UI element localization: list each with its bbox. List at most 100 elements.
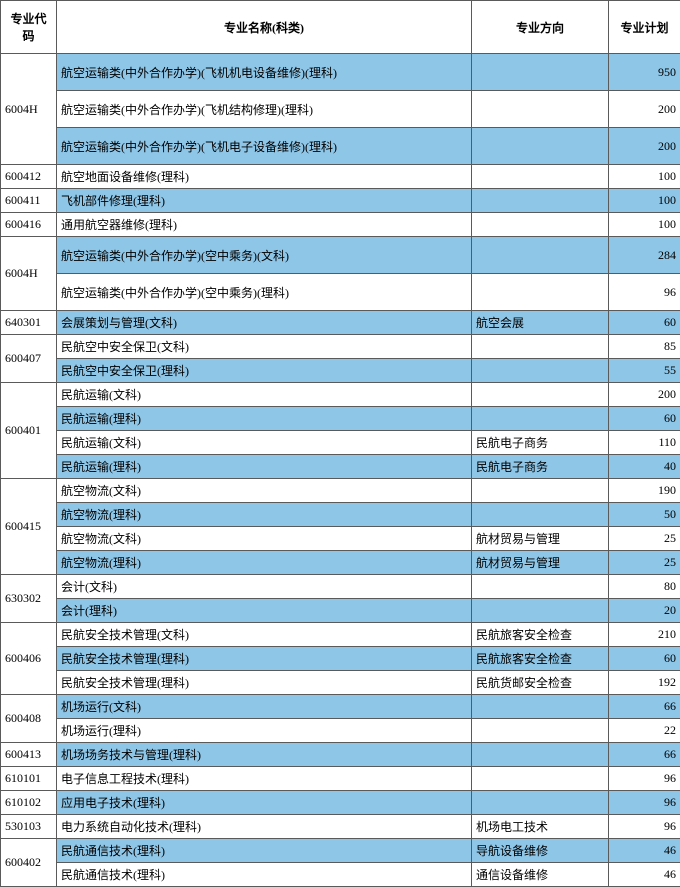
cell-name: 航空运输类(中外合作办学)(空中乘务)(理科) [57,274,472,311]
cell-name: 航空物流(理科) [57,551,472,575]
cell-direction [472,359,609,383]
table-row: 630302会计(文科)80 [1,575,680,599]
cell-plan: 25 [609,551,680,575]
table-row: 600408机场运行(文科)66 [1,695,680,719]
cell-code: 600402 [1,839,57,887]
cell-code: 600406 [1,623,57,695]
cell-direction: 民航电子商务 [472,455,609,479]
table-row: 600412航空地面设备维修(理科)100 [1,165,680,189]
cell-code: 600411 [1,189,57,213]
table-row: 机场运行(理科)22 [1,719,680,743]
cell-plan: 60 [609,647,680,671]
cell-direction: 民航旅客安全检查 [472,623,609,647]
cell-plan: 60 [609,311,680,335]
cell-plan: 96 [609,767,680,791]
cell-plan: 190 [609,479,680,503]
cell-direction: 民航货邮安全检查 [472,671,609,695]
table-row: 民航安全技术管理(理科)民航货邮安全检查192 [1,671,680,695]
cell-plan: 60 [609,407,680,431]
table-row: 610102应用电子技术(理科)96 [1,791,680,815]
table-row: 600415航空物流(文科)190 [1,479,680,503]
table-row: 航空运输类(中外合作办学)(飞机结构修理)(理科) 200 [1,91,680,128]
cell-code: 600415 [1,479,57,575]
cell-plan: 85 [609,335,680,359]
table-row: 航空运输类(中外合作办学)(飞机电子设备维修)(理科)200 [1,128,680,165]
cell-direction: 民航电子商务 [472,431,609,455]
cell-direction [472,274,609,311]
cell-plan: 100 [609,189,680,213]
cell-name: 民航运输(理科) [57,407,472,431]
table-row: 会计(理科)20 [1,599,680,623]
cell-name: 民航安全技术管理(文科) [57,623,472,647]
cell-plan: 284 [609,237,680,274]
cell-name: 机场运行(理科) [57,719,472,743]
cell-name: 飞机部件修理(理科) [57,189,472,213]
cell-plan: 200 [609,91,680,128]
cell-name: 民航空中安全保卫(理科) [57,359,472,383]
cell-direction: 通信设备维修 [472,863,609,887]
cell-direction [472,479,609,503]
cell-direction: 航空会展 [472,311,609,335]
table-row: 航空物流(理科)航材贸易与管理25 [1,551,680,575]
cell-plan: 96 [609,791,680,815]
cell-direction [472,237,609,274]
cell-direction [472,719,609,743]
header-name: 专业名称(科类) [57,1,472,54]
cell-name: 机场场务技术与管理(理科) [57,743,472,767]
table-row: 民航运输(文科)民航电子商务110 [1,431,680,455]
cell-plan: 950 [609,54,680,91]
cell-code: 600413 [1,743,57,767]
cell-code: 600401 [1,383,57,479]
cell-code: 530103 [1,815,57,839]
cell-code: 6004H [1,54,57,165]
cell-plan: 55 [609,359,680,383]
table-row: 民航安全技术管理(理科)民航旅客安全检查60 [1,647,680,671]
cell-direction: 航材贸易与管理 [472,551,609,575]
header-code: 专业代码 [1,1,57,54]
cell-plan: 50 [609,503,680,527]
table-row: 600411飞机部件修理(理科) 100 [1,189,680,213]
cell-plan: 80 [609,575,680,599]
cell-plan: 200 [609,383,680,407]
cell-code: 610101 [1,767,57,791]
cell-direction [472,695,609,719]
table-row: 民航运输(理科)民航电子商务40 [1,455,680,479]
cell-code: 600408 [1,695,57,743]
table-row: 航空物流(理科) 50 [1,503,680,527]
cell-plan: 210 [609,623,680,647]
cell-name: 民航运输(文科) [57,383,472,407]
cell-plan: 25 [609,527,680,551]
cell-plan: 46 [609,839,680,863]
cell-direction [472,213,609,237]
cell-plan: 100 [609,165,680,189]
table-row: 民航通信技术(理科)通信设备维修46 [1,863,680,887]
table-row: 民航运输(理科) 60 [1,407,680,431]
cell-name: 电子信息工程技术(理科) [57,767,472,791]
table-row: 600413机场场务技术与管理(理科)66 [1,743,680,767]
table-row: 610101电子信息工程技术(理科) 96 [1,767,680,791]
cell-name: 通用航空器维修(理科) [57,213,472,237]
table-row: 600416通用航空器维修(理科) 100 [1,213,680,237]
cell-name: 航空运输类(中外合作办学)(空中乘务)(文科) [57,237,472,274]
header-row: 专业代码 专业名称(科类) 专业方向 专业计划 [1,1,680,54]
cell-direction [472,743,609,767]
cell-direction [472,383,609,407]
cell-direction [472,335,609,359]
table-row: 640301会展策划与管理(文科)航空会展60 [1,311,680,335]
cell-plan: 100 [609,213,680,237]
cell-name: 航空物流(理科) [57,503,472,527]
cell-name: 民航安全技术管理(理科) [57,647,472,671]
cell-direction [472,791,609,815]
table-row: 600401民航运输(文科)200 [1,383,680,407]
cell-name: 航空运输类(中外合作办学)(飞机结构修理)(理科) [57,91,472,128]
cell-direction [472,54,609,91]
majors-table: 专业代码 专业名称(科类) 专业方向 专业计划 6004H航空运输类(中外合作办… [0,0,680,887]
cell-code: 6004H [1,237,57,311]
cell-direction: 机场电工技术 [472,815,609,839]
cell-code: 610102 [1,791,57,815]
cell-code: 600416 [1,213,57,237]
table-row: 民航空中安全保卫(理科) 55 [1,359,680,383]
table-row: 530103电力系统自动化技术(理科)机场电工技术96 [1,815,680,839]
table-row: 600406民航安全技术管理(文科)民航旅客安全检查210 [1,623,680,647]
cell-plan: 20 [609,599,680,623]
